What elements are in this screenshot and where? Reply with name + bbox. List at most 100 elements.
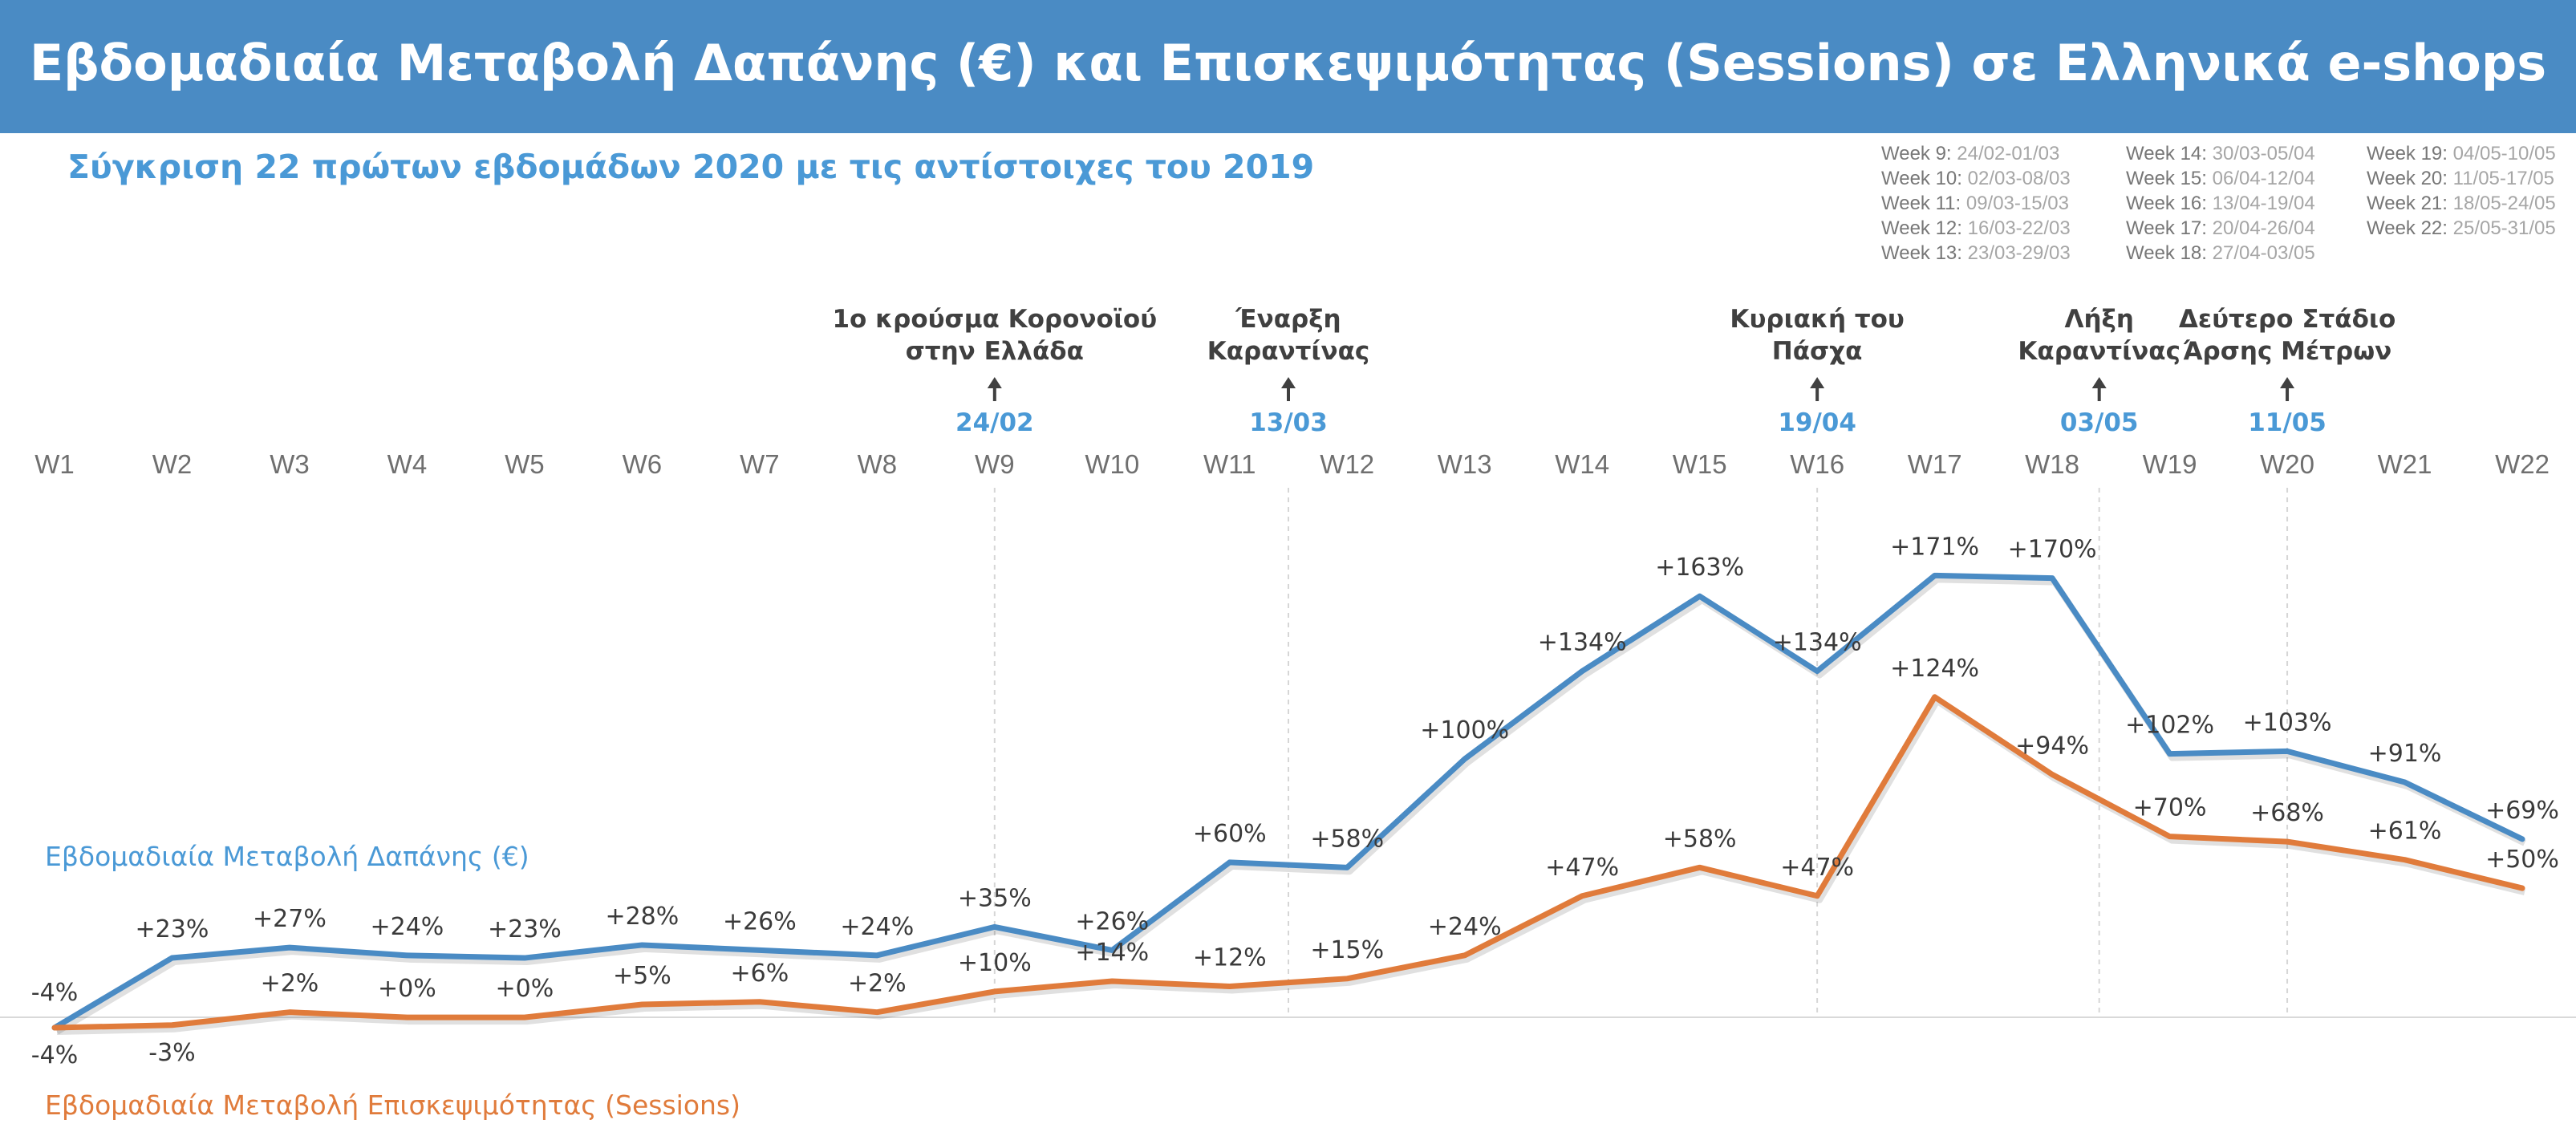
week-legend-range: 04/05-10/05 bbox=[2452, 143, 2556, 164]
week-legend-name: Week 14: bbox=[2126, 143, 2213, 164]
data-point bbox=[1110, 980, 1114, 984]
week-legend-name: Week 21: bbox=[2367, 193, 2453, 214]
week-legend-range: 13/04-19/04 bbox=[2212, 193, 2315, 214]
data-point bbox=[53, 1026, 56, 1029]
week-legend-range: 25/05-31/05 bbox=[2452, 217, 2556, 239]
week-legend-item: Week 18: 27/04-03/05 bbox=[2126, 242, 2315, 267]
week-legend-name: Week 13: bbox=[1881, 242, 1968, 264]
event-title: Άρσης Μέτρων bbox=[2183, 337, 2391, 366]
data-label: -4% bbox=[31, 979, 78, 1007]
data-label: +68% bbox=[2250, 799, 2324, 827]
x-tick-label: W4 bbox=[387, 449, 428, 479]
data-point bbox=[757, 1000, 761, 1004]
data-label: +100% bbox=[1420, 716, 1509, 745]
data-label: +171% bbox=[1890, 533, 1979, 561]
x-tick-label: W15 bbox=[1673, 449, 1727, 479]
data-label: +0% bbox=[378, 975, 436, 1003]
week-legend-range: 11/05-17/05 bbox=[2452, 168, 2554, 189]
week-legend-item: Week 12: 16/03-22/03 bbox=[1881, 217, 2071, 242]
event-title: 1ο κρούσμα Κορονοϊού bbox=[832, 305, 1157, 334]
data-point bbox=[2286, 840, 2290, 844]
data-label: +14% bbox=[1075, 939, 1149, 967]
x-tick-label: W20 bbox=[2260, 449, 2314, 479]
week-legend-name: Week 15: bbox=[2126, 168, 2213, 189]
event-title: Πάσχα bbox=[1772, 337, 1863, 366]
week-legend-name: Week 12: bbox=[1881, 217, 1968, 239]
data-point bbox=[2051, 773, 2055, 777]
data-label: +50% bbox=[2485, 846, 2559, 874]
data-point bbox=[287, 1010, 291, 1014]
week-legend-range: 30/03-05/04 bbox=[2212, 143, 2315, 164]
series-label-spend: Εβδομαδιαία Μεταβολή Δαπάνης (€) bbox=[45, 841, 529, 872]
week-legend-column: Week 19: 04/05-10/05 Week 20: 11/05-17/05… bbox=[2367, 143, 2556, 242]
x-tick-label: W19 bbox=[2143, 449, 2197, 479]
data-point bbox=[757, 948, 761, 952]
data-label: +103% bbox=[2243, 708, 2332, 736]
x-tick-label: W12 bbox=[1320, 449, 1374, 479]
x-tick-label: W1 bbox=[34, 449, 75, 479]
x-tick-label: W10 bbox=[1085, 449, 1139, 479]
data-point bbox=[1933, 695, 1937, 699]
week-legend-name: Week 16: bbox=[2126, 193, 2213, 214]
x-tick-label: W6 bbox=[623, 449, 663, 479]
data-point bbox=[1110, 948, 1114, 952]
data-label: +28% bbox=[605, 903, 679, 931]
data-label: +2% bbox=[261, 970, 319, 998]
week-legend-item: Week 21: 18/05-24/05 bbox=[2367, 193, 2556, 217]
data-point bbox=[2521, 837, 2524, 841]
data-point bbox=[1815, 894, 1819, 898]
week-legend-name: Week 18: bbox=[2126, 242, 2213, 264]
chart-title: Εβδομαδιαία Μεταβολή Δαπάνης (€) και Επι… bbox=[29, 34, 2547, 92]
data-point bbox=[522, 956, 526, 960]
week-legend-column: Week 14: 30/03-05/04 Week 15: 06/04-12/04… bbox=[2126, 143, 2315, 267]
x-tick-label: W14 bbox=[1555, 449, 1609, 479]
event-date: 11/05 bbox=[2248, 408, 2327, 437]
event-title: Έναρξη bbox=[1235, 305, 1341, 334]
event-arrow-head bbox=[1281, 377, 1296, 388]
week-legend-item: Week 20: 11/05-17/05 bbox=[2367, 168, 2556, 193]
data-label: +70% bbox=[2133, 794, 2207, 822]
data-point bbox=[2168, 752, 2172, 756]
x-tick-label: W16 bbox=[1790, 449, 1844, 479]
data-label: +12% bbox=[1193, 943, 1267, 972]
data-label: +6% bbox=[730, 960, 789, 988]
data-label: +58% bbox=[1663, 825, 1737, 853]
event-date: 13/03 bbox=[1249, 408, 1328, 437]
data-label: +26% bbox=[1075, 907, 1149, 935]
data-point bbox=[875, 953, 879, 957]
data-label: +91% bbox=[2368, 740, 2442, 768]
event-arrow-head bbox=[1810, 377, 1825, 388]
data-label: +69% bbox=[2485, 797, 2559, 825]
week-legend-item: Week 17: 20/04-26/04 bbox=[2126, 217, 2315, 242]
week-legend-item: Week 14: 30/03-05/04 bbox=[2126, 143, 2315, 168]
x-tick-label: W5 bbox=[505, 449, 545, 479]
week-legend-range: 09/03-15/03 bbox=[1965, 193, 2069, 214]
data-point bbox=[640, 1003, 644, 1007]
data-point bbox=[1345, 866, 1349, 870]
x-tick-label: W22 bbox=[2495, 449, 2550, 479]
week-legend-name: Week 11: bbox=[1881, 193, 1966, 214]
data-label: +60% bbox=[1193, 820, 1267, 848]
event-title: στην Ελλάδα bbox=[906, 337, 1084, 366]
data-label: -3% bbox=[148, 1039, 195, 1067]
event-title: Λήξη bbox=[2064, 305, 2133, 334]
data-point bbox=[1815, 669, 1819, 673]
week-legend-range: 16/03-22/03 bbox=[1967, 217, 2071, 239]
week-legend-range: 27/04-03/05 bbox=[2212, 242, 2315, 264]
data-label: +24% bbox=[1428, 913, 1502, 941]
week-legend-name: Week 22: bbox=[2367, 217, 2453, 239]
data-label: +47% bbox=[1780, 854, 1854, 882]
data-label: +163% bbox=[1655, 554, 1744, 582]
data-point bbox=[1462, 953, 1466, 957]
x-tick-label: W21 bbox=[2378, 449, 2432, 479]
event-arrow-head bbox=[987, 377, 1002, 388]
data-point bbox=[287, 946, 291, 950]
data-label: +23% bbox=[488, 915, 562, 943]
x-tick-label: W8 bbox=[858, 449, 898, 479]
data-label: +102% bbox=[2125, 712, 2214, 740]
chart-subtitle: Σύγκριση 22 πρώτων εβδομάδων 2020 με τις… bbox=[67, 148, 1315, 186]
event-title: Καραντίνας bbox=[2018, 337, 2180, 366]
week-legend-range: 24/02-01/03 bbox=[1957, 143, 2060, 164]
data-label: +10% bbox=[958, 949, 1032, 977]
data-point bbox=[992, 989, 996, 993]
